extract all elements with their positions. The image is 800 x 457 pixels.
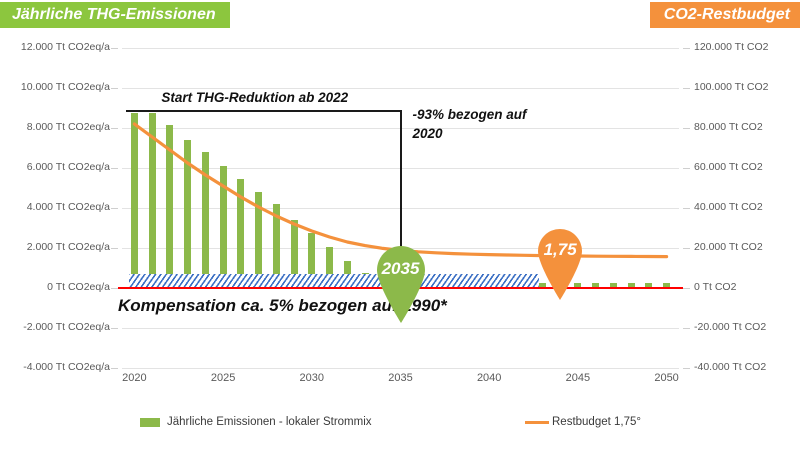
list-item <box>627 283 635 287</box>
y-axis-left-tick-label: 2.000 Tt CO2eq/a <box>26 241 110 253</box>
y-axis-right-tick-mark <box>683 88 690 89</box>
y-axis-left-tick-label: 10.000 Tt CO2eq/a <box>20 81 110 93</box>
compensation-hatch-band <box>129 274 539 289</box>
table-row <box>326 247 334 288</box>
legend-item-budget: Restbudget 1,75° <box>525 416 641 428</box>
annotation-reduction-pct: -93% bezogen auf 2020 <box>412 107 527 141</box>
list-item <box>663 283 671 287</box>
list-item <box>574 283 582 287</box>
y-axis-left-tick-mark <box>111 288 118 289</box>
table-row <box>219 166 227 288</box>
y-axis-left-tick-label: 8.000 Tt CO2eq/a <box>26 121 110 133</box>
y-axis-right-tick-label: 100.000 Tt CO2 <box>694 81 769 93</box>
x-axis-tick-label: 2040 <box>476 372 502 384</box>
table-row <box>308 233 316 288</box>
y-axis-left-tick-label: 0 Tt CO2eq/a <box>47 281 110 293</box>
y-axis-left-tick-label: -2.000 Tt CO2eq/a <box>23 321 110 333</box>
table-row <box>166 125 174 288</box>
header-banner-emissions: Jährliche THG-Emissionen <box>0 2 230 28</box>
legend-label-budget: Restbudget 1,75° <box>552 416 641 428</box>
x-axis-tick-label: 2045 <box>565 372 591 384</box>
header-banner-budget: CO2-Restbudget <box>649 2 800 28</box>
y-axis-right-tick-label: -20.000 Tt CO2 <box>694 321 767 333</box>
gridline <box>122 368 679 369</box>
map-pin-budget-175: 1,75 <box>534 228 586 300</box>
y-axis-left-tick-mark <box>111 88 118 89</box>
y-axis-right-tick-label: 0 Tt CO2 <box>694 281 737 293</box>
y-axis-right-tick-mark <box>683 48 690 49</box>
y-axis-left-tick-label: 12.000 Tt CO2eq/a <box>20 41 110 53</box>
list-item <box>645 283 653 287</box>
y-axis-left-tick-label: -4.000 Tt CO2eq/a <box>23 361 110 373</box>
y-axis-right-tick-mark <box>683 288 690 289</box>
y-axis-right-tick-mark <box>683 128 690 129</box>
x-axis-tick-label: 2030 <box>299 372 325 384</box>
x-axis-tick-label: 2035 <box>388 372 413 384</box>
legend-swatch-bar-icon <box>140 417 160 427</box>
annotation-start-reduction: Start THG-Reduktion ab 2022 <box>161 90 349 105</box>
gridline <box>122 48 679 49</box>
y-axis-left-tick-mark <box>111 48 118 49</box>
table-row <box>148 113 156 288</box>
list-item <box>538 283 546 287</box>
y-axis-right-tick-mark <box>683 208 690 209</box>
x-axis-tick-label: 2020 <box>122 372 147 384</box>
y-axis-left-tick-label: 4.000 Tt CO2eq/a <box>26 201 110 213</box>
y-axis-right-tick-label: -40.000 Tt CO2 <box>694 361 767 373</box>
y-axis-right-tick-label: 20.000 Tt CO2 <box>694 241 763 253</box>
annotation-compensation: Kompensation ca. 5% bezogen auf 1990* <box>118 296 447 315</box>
table-row <box>184 140 192 288</box>
map-pin-icon <box>538 229 583 300</box>
table-row <box>130 113 138 288</box>
legend-label-emissions: Jährliche Emissionen - lokaler Strommix <box>167 416 372 428</box>
y-axis-right-tick-mark <box>683 368 690 369</box>
map-pin-year-2035: 2035 <box>373 245 429 323</box>
map-pin-icon <box>376 246 425 323</box>
gridline <box>122 88 679 89</box>
y-axis-right-tick-label: 40.000 Tt CO2 <box>694 201 763 213</box>
y-axis-left-tick-mark <box>111 168 118 169</box>
x-axis-tick-label: 2025 <box>210 372 236 384</box>
y-axis-right-tick-mark <box>683 328 690 329</box>
y-axis-right-tick-label: 60.000 Tt CO2 <box>694 161 763 173</box>
y-axis-right-tick-label: 120.000 Tt CO2 <box>694 41 769 53</box>
y-axis-right-tick-mark <box>683 168 690 169</box>
y-axis-left-tick-mark <box>111 248 118 249</box>
reduction-bracket-line <box>126 110 401 112</box>
table-row <box>201 152 209 288</box>
list-item <box>609 283 617 287</box>
y-axis-left-tick-mark <box>111 128 118 129</box>
table-row <box>237 179 245 288</box>
y-axis-left-tick-mark <box>111 368 118 369</box>
reduction-bracket-drop <box>399 110 402 250</box>
y-axis-left-tick-label: 6.000 Tt CO2eq/a <box>26 161 110 173</box>
y-axis-right-tick-mark <box>683 248 690 249</box>
list-item <box>592 283 600 287</box>
x-axis-tick-label: 2050 <box>654 372 679 384</box>
legend-swatch-line-icon <box>525 420 549 424</box>
legend-item-emissions: Jährliche Emissionen - lokaler Strommix <box>140 416 372 428</box>
y-axis-left-tick-mark <box>111 328 118 329</box>
gridline <box>122 328 679 329</box>
y-axis-left-tick-mark <box>111 208 118 209</box>
y-axis-right-tick-label: 80.000 Tt CO2 <box>694 121 763 133</box>
